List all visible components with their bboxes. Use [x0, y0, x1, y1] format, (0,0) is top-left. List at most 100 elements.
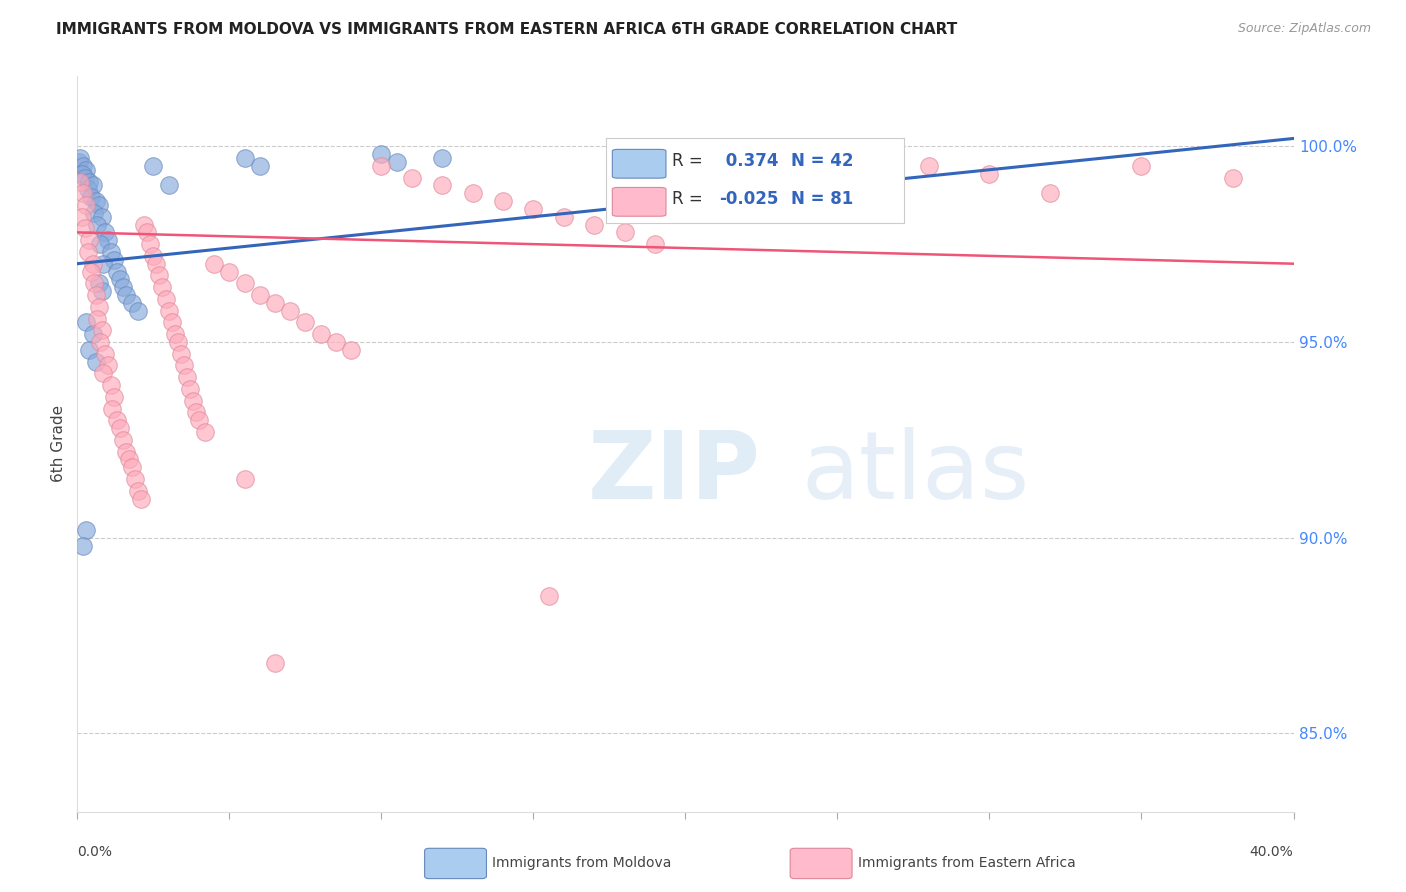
Point: [69, 174, 91, 188]
Point: [86, 218, 108, 232]
Text: IMMIGRANTS FROM MOLDOVA VS IMMIGRANTS FROM EASTERN AFRICA 6TH GRADE CORRELATION : IMMIGRANTS FROM MOLDOVA VS IMMIGRANTS FR…: [56, 22, 957, 37]
Point: [101, 401, 124, 416]
Point: [340, 343, 363, 357]
Point: [675, 162, 697, 177]
Point: [91, 367, 114, 381]
Point: [249, 159, 271, 173]
Point: [108, 272, 131, 286]
Point: [127, 483, 149, 498]
Point: [160, 315, 183, 329]
Point: [129, 491, 152, 506]
Point: [75, 162, 97, 177]
Point: [583, 218, 606, 232]
Point: [100, 244, 122, 259]
Point: [325, 334, 347, 349]
Point: [80, 190, 103, 204]
Y-axis label: 6th Grade: 6th Grade: [51, 405, 66, 483]
Point: [522, 202, 544, 216]
Point: [278, 303, 301, 318]
Point: [77, 182, 100, 196]
Point: [97, 359, 120, 373]
Point: [73, 170, 96, 185]
Point: [103, 252, 125, 267]
Point: [111, 280, 134, 294]
Point: [82, 327, 104, 342]
Point: [72, 539, 94, 553]
Point: [136, 226, 159, 240]
Point: [134, 218, 156, 232]
Point: [233, 277, 256, 291]
Point: [644, 237, 666, 252]
Point: [218, 264, 240, 278]
Point: [89, 334, 111, 349]
Point: [188, 413, 211, 427]
Point: [432, 178, 454, 193]
Point: [73, 221, 96, 235]
Point: [918, 159, 941, 173]
Text: Immigrants from Eastern Africa: Immigrants from Eastern Africa: [858, 856, 1076, 871]
Point: [90, 284, 112, 298]
Point: [111, 433, 134, 447]
Point: [157, 178, 180, 193]
Point: [142, 249, 165, 263]
Point: [202, 257, 225, 271]
Point: [152, 280, 174, 294]
Point: [179, 382, 201, 396]
Point: [173, 359, 195, 373]
Point: [176, 370, 198, 384]
Point: [79, 174, 101, 188]
Point: [553, 210, 575, 224]
Point: [170, 347, 193, 361]
Point: [93, 347, 115, 361]
Point: [84, 288, 107, 302]
Point: [69, 151, 91, 165]
Point: [75, 198, 97, 212]
Point: [827, 178, 849, 193]
Point: [79, 343, 101, 357]
Point: [86, 311, 108, 326]
Point: [233, 472, 256, 486]
Text: ZIP: ZIP: [588, 427, 761, 519]
Point: [87, 300, 110, 314]
Point: [979, 167, 1001, 181]
Point: [115, 444, 138, 458]
Point: [401, 170, 423, 185]
Point: [142, 159, 165, 173]
Point: [82, 257, 104, 271]
Point: [97, 233, 120, 247]
Point: [1130, 159, 1153, 173]
Point: [121, 296, 143, 310]
Point: [103, 390, 125, 404]
Point: [75, 523, 97, 537]
Point: [83, 206, 105, 220]
Point: [115, 288, 138, 302]
Point: [118, 452, 141, 467]
Point: [127, 303, 149, 318]
Point: [67, 155, 90, 169]
Point: [72, 186, 94, 201]
Point: [1039, 186, 1062, 201]
Point: [370, 159, 392, 173]
Point: [155, 292, 177, 306]
Point: [163, 327, 186, 342]
Point: [385, 155, 408, 169]
Point: [249, 288, 271, 302]
Point: [83, 277, 105, 291]
Point: [233, 151, 256, 165]
Point: [145, 257, 167, 271]
Point: [264, 296, 287, 310]
Point: [537, 590, 560, 604]
Point: [90, 210, 112, 224]
Point: [70, 167, 93, 181]
Point: [194, 425, 217, 439]
Point: [105, 264, 128, 278]
Point: [87, 198, 110, 212]
Text: Source: ZipAtlas.com: Source: ZipAtlas.com: [1237, 22, 1371, 36]
Point: [461, 186, 484, 201]
Point: [84, 194, 107, 208]
Point: [735, 170, 758, 185]
Point: [75, 315, 97, 329]
Point: [70, 210, 93, 224]
Point: [264, 656, 287, 670]
Point: [87, 277, 110, 291]
